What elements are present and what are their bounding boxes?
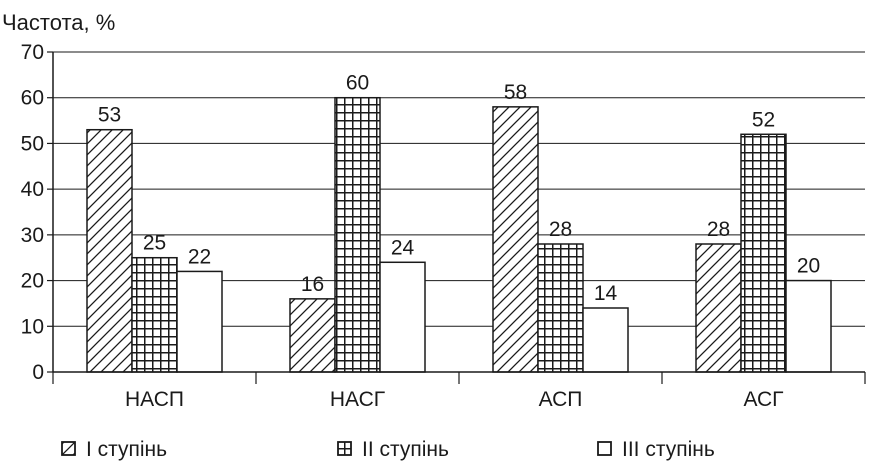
y-tick-label: 0 (32, 361, 44, 384)
bar (492, 106, 539, 373)
data-label: 28 (549, 218, 572, 241)
x-category-label: НАСП (125, 388, 184, 411)
bar (334, 96, 381, 373)
bar (86, 128, 133, 373)
data-label: 14 (594, 282, 618, 305)
data-label: 53 (98, 104, 121, 127)
legend-swatch (337, 441, 352, 456)
axes (52, 52, 866, 384)
bar (695, 243, 742, 373)
legend-label: I ступінь (86, 438, 167, 461)
y-tick-label: 10 (21, 315, 44, 338)
legend-swatch (61, 441, 76, 456)
bars (86, 96, 832, 373)
bar (176, 270, 223, 373)
y-tick-label: 70 (21, 41, 44, 64)
y-axis-label: Частота, % (2, 10, 115, 35)
data-label: 52 (752, 108, 775, 131)
bar (379, 261, 426, 373)
legend-label: III ступінь (622, 438, 715, 461)
legend: I ступінь II ступінь III ступінь (61, 438, 715, 461)
x-category-label: АСГ (743, 388, 783, 411)
bar (131, 256, 178, 373)
data-label: 24 (391, 236, 415, 259)
data-label: 22 (188, 245, 211, 268)
y-tick-label: 30 (21, 224, 44, 247)
data-label: 16 (301, 273, 324, 296)
legend-label: II ступінь (362, 438, 449, 461)
legend-swatch (597, 441, 612, 456)
category-labels: НАСП НАСГ АСП АСГ (125, 388, 784, 411)
data-label: 20 (797, 255, 820, 278)
bar (537, 243, 584, 373)
y-tick-label: 50 (21, 132, 44, 155)
data-label: 58 (504, 81, 527, 104)
y-tick-label: 40 (21, 178, 44, 201)
y-tick-label: 60 (21, 87, 44, 110)
data-label: 28 (707, 218, 730, 241)
y-tick-label: 20 (21, 270, 44, 293)
bar (289, 298, 336, 373)
x-category-label: НАСГ (330, 388, 385, 411)
data-labels: 53 25 22 16 60 24 58 28 14 28 52 20 (98, 72, 820, 305)
bar (740, 133, 787, 373)
x-category-label: АСП (539, 388, 583, 411)
data-label: 60 (346, 72, 369, 95)
bar (785, 279, 832, 373)
bar (582, 307, 629, 373)
data-label: 25 (143, 232, 166, 255)
y-axis-ticks: 0 10 20 30 40 50 60 70 (21, 41, 53, 384)
